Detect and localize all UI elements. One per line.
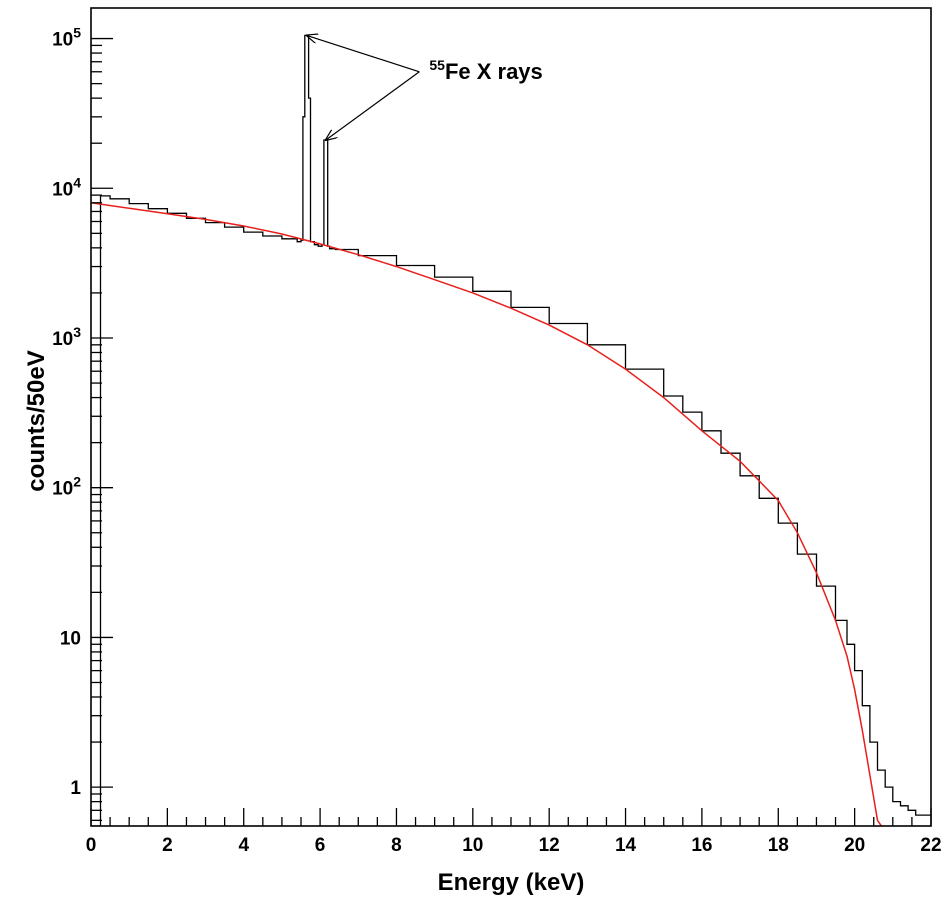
y-axis: 1 10 102 103 104 105 <box>52 25 113 821</box>
x-tick-label: 18 <box>768 835 789 856</box>
x-tick-label: 8 <box>391 835 402 856</box>
x-tick-label: 20 <box>844 835 865 856</box>
annotation-layer: 55Fe X rays <box>307 35 543 140</box>
x-axis-title: Energy (keV) <box>438 869 585 896</box>
x-tick-label: 2 <box>162 835 173 856</box>
y-tick-label: 104 <box>52 174 81 200</box>
y-tick-label: 1 <box>70 778 81 799</box>
x-tick-label: 12 <box>539 835 560 856</box>
plot-frame <box>90 7 932 827</box>
y-tick-label: 102 <box>52 474 81 500</box>
x-tick-label: 6 <box>315 835 326 856</box>
series-layer <box>91 34 931 826</box>
x-tick-label: 16 <box>691 835 712 856</box>
x-tick-label: 4 <box>238 835 249 856</box>
y-tick-label: 105 <box>52 25 81 51</box>
x-tick-label: 22 <box>920 835 941 856</box>
fit-curve-series <box>91 202 883 826</box>
spectrum-histogram-series <box>91 34 931 826</box>
x-tick-label: 10 <box>462 835 483 856</box>
annotation-arrow <box>307 35 420 73</box>
annotation-arrow <box>326 71 420 140</box>
x-axis: 0 2 4 6 8 10 12 14 16 18 20 22 <box>86 808 942 856</box>
y-tick-label: 103 <box>52 324 81 350</box>
x-tick-label: 0 <box>86 835 97 856</box>
y-tick-label: 10 <box>60 628 81 649</box>
annotation-label: 55Fe X rays <box>429 57 542 84</box>
y-axis-title: counts/50eV <box>23 350 50 491</box>
x-tick-label: 14 <box>615 835 637 856</box>
